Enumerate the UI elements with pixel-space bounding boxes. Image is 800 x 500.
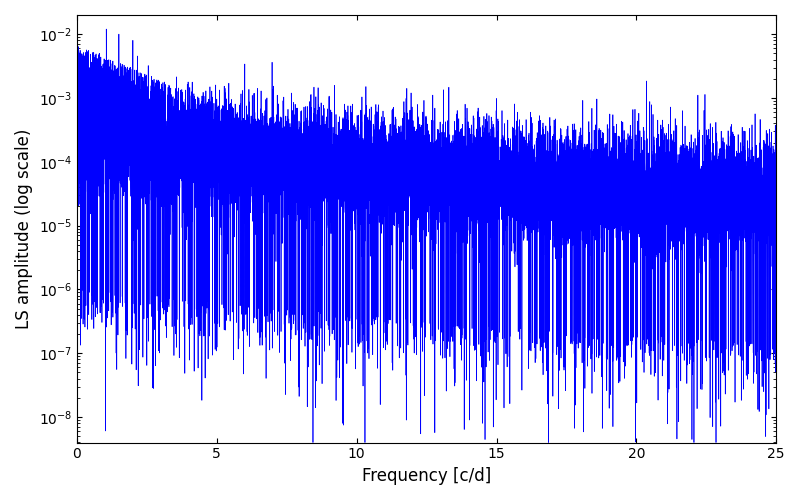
Y-axis label: LS amplitude (log scale): LS amplitude (log scale): [15, 128, 33, 329]
X-axis label: Frequency [c/d]: Frequency [c/d]: [362, 467, 491, 485]
